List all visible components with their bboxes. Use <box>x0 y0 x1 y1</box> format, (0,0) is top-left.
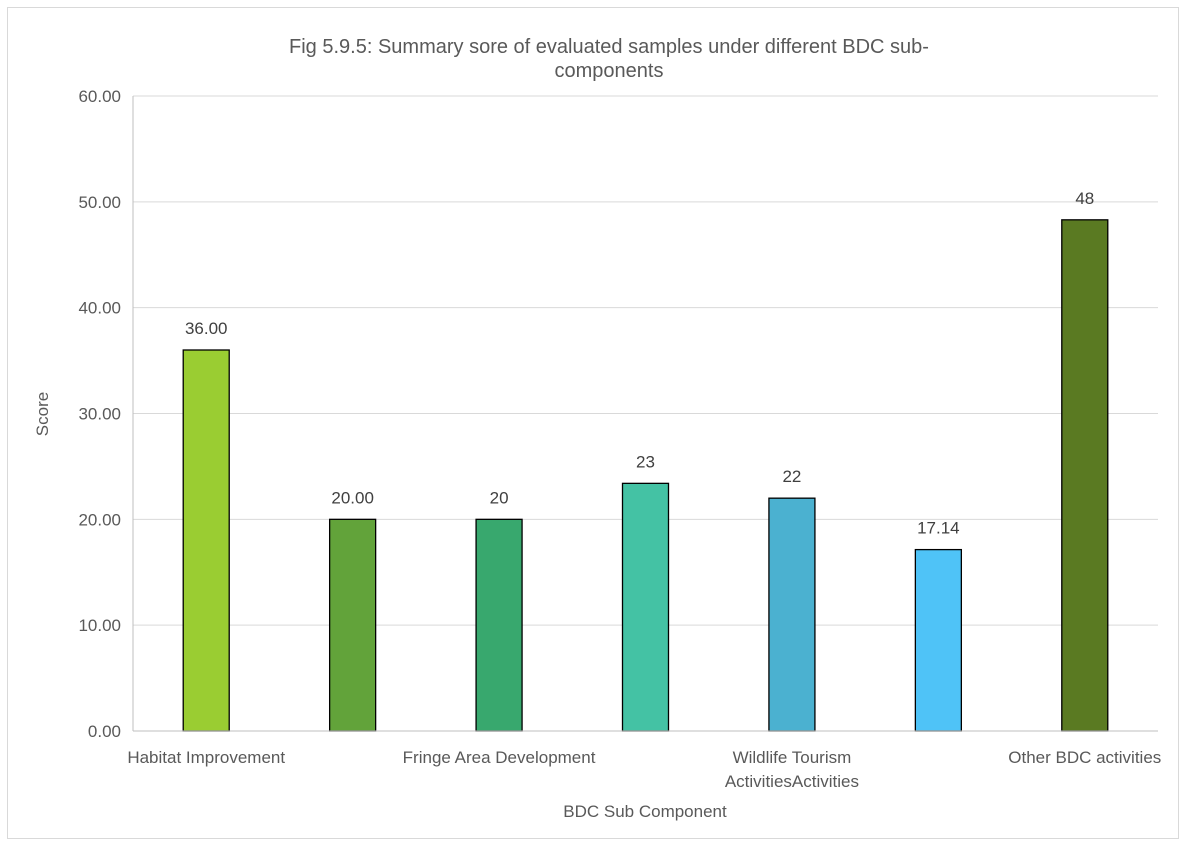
data-label: 20.00 <box>331 488 374 507</box>
bar <box>182 349 230 732</box>
bar <box>621 482 670 732</box>
y-tick-label: 40.00 <box>78 299 121 318</box>
bar <box>768 497 816 732</box>
y-tick-label: 0.00 <box>88 722 121 741</box>
y-axis-ticks: 0.00 10.00 20.00 30.00 40.00 50.00 60.00 <box>78 87 121 741</box>
data-label: 48 <box>1075 189 1094 208</box>
data-label: 22 <box>782 467 801 486</box>
y-tick-label: 60.00 <box>78 87 121 106</box>
x-tick-label: Habitat Improvement <box>127 748 285 767</box>
bars <box>182 219 1109 732</box>
data-label: 23 <box>636 452 655 471</box>
data-labels: 36.00 20.00 20 23 22 17.14 48 <box>185 189 1094 538</box>
y-tick-label: 20.00 <box>78 510 121 529</box>
y-tick-label: 50.00 <box>78 193 121 212</box>
x-tick-label: Other BDC activities <box>1008 748 1161 767</box>
y-axis-title: Score <box>33 392 52 436</box>
x-axis-title: BDC Sub Component <box>563 802 727 821</box>
chart-title: Fig 5.9.5: Summary sore of evaluated sam… <box>289 36 929 82</box>
x-axis-ticks: Habitat Improvement Fringe Area Developme… <box>127 748 1161 791</box>
bar <box>475 518 523 732</box>
bar <box>914 548 963 732</box>
gridlines <box>133 95 1158 626</box>
bar <box>328 518 377 732</box>
chart-title-line: Fig 5.9.5: Summary sore of evaluated sam… <box>289 36 929 58</box>
y-tick-label: 30.00 <box>78 405 121 424</box>
data-label: 17.14 <box>917 519 960 538</box>
x-tick-label: Fringe Area Development <box>403 748 596 767</box>
data-label: 36.00 <box>185 319 228 338</box>
data-label: 20 <box>490 488 509 507</box>
bar <box>1061 219 1109 732</box>
x-tick-label: Wildlife Tourism <box>733 748 852 767</box>
x-tick-label: ActivitiesActivities <box>725 772 859 791</box>
y-tick-label: 10.00 <box>78 616 121 635</box>
chart-title-line: components <box>555 60 664 82</box>
